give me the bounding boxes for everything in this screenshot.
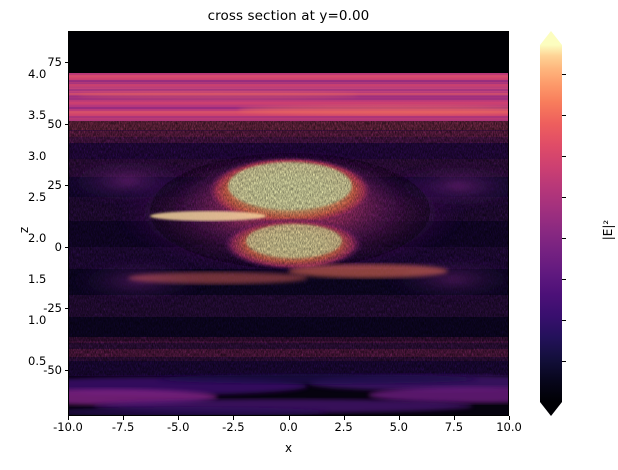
- x-tick-label: 5.0: [389, 420, 408, 434]
- colorbar-extend-top-arrow: [540, 31, 562, 45]
- x-tick-mark: [68, 416, 69, 420]
- x-tick-label: 10.0: [496, 420, 522, 434]
- y-tick-label: 25: [47, 178, 62, 192]
- y-tick-label: -25: [43, 301, 62, 315]
- x-tick-label: -10.0: [53, 420, 83, 434]
- x-tick-label: -5.0: [166, 420, 190, 434]
- colorbar-tick-label: 1.0: [28, 313, 47, 327]
- colorbar-tick-label: 2.5: [28, 190, 47, 204]
- x-tick-mark: [509, 416, 510, 420]
- colorbar-tick-mark: [562, 197, 566, 198]
- x-tick-mark: [398, 416, 400, 420]
- x-tick-mark: [343, 416, 345, 420]
- x-tick-label: 0.0: [279, 420, 298, 434]
- colorbar-tick-mark: [562, 361, 566, 362]
- x-tick-label: 2.5: [334, 420, 353, 434]
- colorbar-tick-label: 3.0: [28, 149, 47, 163]
- x-tick-label: 7.5: [444, 420, 464, 434]
- y-tick-mark: [64, 247, 68, 248]
- colorbar-tick-mark: [562, 115, 566, 116]
- x-tick-mark: [178, 416, 180, 420]
- colorbar-tick-mark: [562, 156, 566, 157]
- colorbar-tick-mark: [562, 320, 566, 321]
- x-axis-label: x: [284, 441, 293, 455]
- colorbar-magma-ramp: [540, 45, 562, 402]
- y-tick-mark: [64, 124, 68, 125]
- heatmap-axes: [68, 31, 509, 416]
- colorbar-label: |E|²: [601, 219, 615, 241]
- x-tick-mark: [288, 416, 290, 420]
- plot-title: cross section at y=0.00: [207, 8, 370, 24]
- colorbar: [540, 31, 562, 416]
- x-tick-label: -2.5: [222, 420, 245, 434]
- x-tick-mark: [233, 416, 235, 420]
- colorbar-extend-bottom-arrow: [540, 402, 562, 416]
- x-tick-label: -7.5: [111, 420, 135, 434]
- field-intensity-heatmap: [68, 31, 509, 416]
- y-tick-mark: [64, 370, 68, 371]
- colorbar-tick-mark: [562, 279, 566, 280]
- colorbar-tick-mark: [562, 74, 566, 75]
- y-tick-label: -50: [43, 363, 62, 377]
- y-tick-mark: [64, 308, 68, 309]
- colorbar-tick-label: 4.0: [28, 67, 47, 81]
- y-tick-mark: [64, 62, 68, 63]
- colorbar-gradient: [540, 45, 562, 402]
- y-tick-label: 0: [54, 240, 62, 254]
- y-tick-mark: [64, 185, 68, 186]
- x-tick-mark: [453, 416, 455, 420]
- x-tick-mark: [123, 416, 125, 420]
- colorbar-tick-label: 0.5: [28, 354, 47, 368]
- colorbar-tick-label: 2.0: [28, 231, 47, 245]
- y-tick-label: 50: [47, 117, 62, 131]
- y-axis-label: z: [17, 226, 31, 234]
- colorbar-tick-label: 1.5: [28, 272, 47, 286]
- colorbar-tick-mark: [562, 238, 566, 239]
- y-tick-label: 75: [47, 55, 62, 69]
- colorbar-tick-label: 3.5: [28, 108, 47, 122]
